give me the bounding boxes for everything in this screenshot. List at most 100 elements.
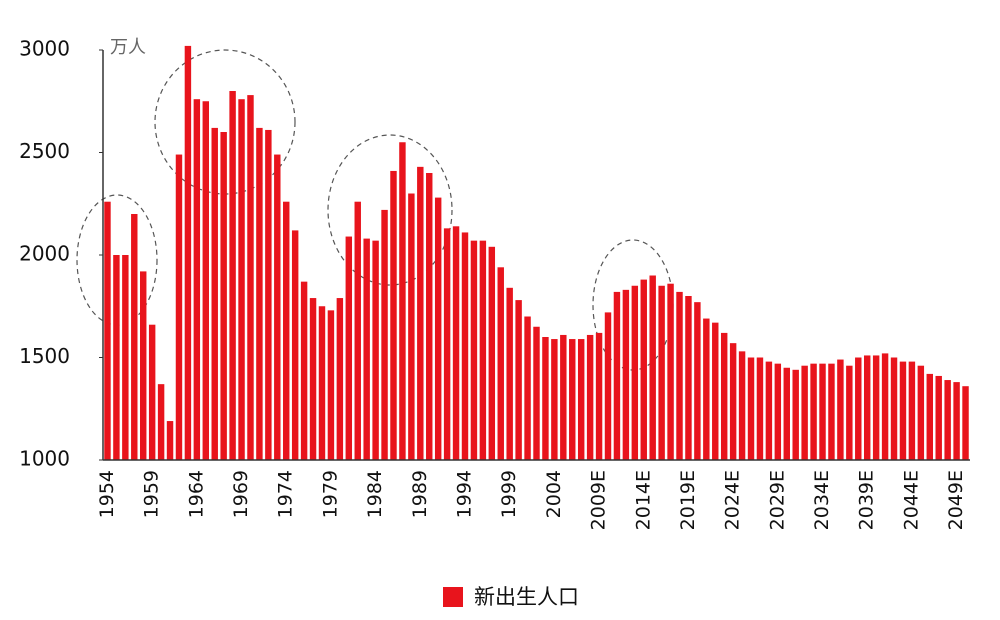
y-tick-label: 2000 (19, 242, 70, 266)
bar (175, 154, 183, 461)
bar (372, 240, 379, 460)
bar (309, 298, 317, 460)
x-tick-label: 1979 (319, 470, 341, 518)
bar (953, 382, 960, 460)
bar (908, 361, 916, 460)
bar (104, 201, 111, 460)
bar (131, 214, 138, 460)
bar (157, 384, 165, 460)
bar (720, 332, 728, 460)
highlight-circle (327, 134, 453, 286)
bar (595, 332, 603, 460)
bar (274, 154, 281, 461)
x-tick-label: 1959 (141, 470, 163, 518)
bar (148, 324, 156, 460)
bar (604, 312, 612, 460)
bar (363, 238, 370, 460)
bar (738, 351, 746, 460)
bar (712, 322, 719, 460)
bar (962, 386, 969, 460)
bar (497, 267, 504, 460)
bar (265, 129, 272, 460)
bar (461, 232, 469, 460)
bar (184, 45, 192, 461)
bar (613, 291, 621, 460)
bar (729, 343, 737, 460)
bar (122, 255, 129, 460)
bar (676, 291, 683, 460)
bar (577, 339, 585, 460)
bar (524, 316, 531, 460)
x-tick-label: 2029E (766, 470, 788, 530)
bar (426, 173, 433, 460)
bar (846, 365, 853, 460)
x-tick-label: 2034E (811, 470, 833, 530)
bar (819, 363, 826, 460)
bar (300, 281, 308, 460)
bar (569, 339, 576, 460)
bar (283, 201, 290, 460)
y-unit: 万人 (110, 37, 146, 58)
bar (828, 363, 835, 460)
x-tick-label: 2009E (588, 470, 610, 530)
x-tick-label: 1989 (409, 470, 431, 518)
x-tick-label: 2004 (543, 470, 565, 518)
bar (452, 226, 460, 460)
x-tick-label: 1969 (230, 470, 252, 518)
bar (774, 363, 782, 460)
bar (506, 287, 513, 460)
bar (166, 421, 174, 460)
y-tick-label: 3000 (19, 37, 70, 61)
bar (202, 101, 210, 460)
x-tick-label: 1974 (275, 470, 297, 518)
bar (783, 367, 790, 460)
bar (551, 339, 558, 460)
bar (381, 209, 388, 460)
bar (291, 230, 299, 460)
bar (327, 310, 335, 460)
bar (211, 127, 218, 461)
bar (336, 298, 344, 460)
bar (765, 361, 773, 460)
bar (542, 337, 549, 460)
x-tick-label: 1994 (453, 470, 475, 518)
y-tick-label: 1500 (19, 344, 70, 368)
bar (622, 289, 630, 460)
bar (703, 318, 710, 460)
x-tick-label: 2049E (945, 470, 967, 530)
bar (515, 300, 522, 460)
legend-label: 新出生人口 (474, 585, 579, 609)
bar (872, 355, 880, 460)
bar (801, 365, 808, 460)
x-tick-label: 2039E (856, 470, 878, 530)
bar (533, 326, 540, 460)
bar (560, 334, 567, 460)
bar (890, 357, 898, 460)
bar (855, 357, 862, 460)
y-tick-label: 1000 (19, 447, 70, 471)
bar (443, 228, 451, 460)
bar (113, 255, 120, 460)
bar (256, 127, 263, 461)
bar (667, 283, 674, 460)
bar (810, 363, 817, 460)
bar (747, 357, 755, 460)
x-tick-label: 1964 (185, 470, 207, 518)
bar (685, 296, 692, 460)
x-tick-label: 1999 (498, 470, 520, 518)
bar (944, 380, 951, 460)
bar (470, 240, 478, 460)
x-tick-label: 1954 (96, 470, 118, 518)
bar (488, 246, 496, 460)
bar (408, 193, 415, 460)
bar (837, 359, 844, 460)
bar (434, 197, 442, 460)
y-tick-label: 2500 (19, 139, 70, 163)
bar (220, 132, 227, 460)
bar (390, 170, 397, 460)
bar (881, 353, 889, 460)
bar (640, 279, 647, 460)
bar (863, 355, 871, 460)
bar (792, 369, 799, 460)
bar (345, 236, 353, 460)
